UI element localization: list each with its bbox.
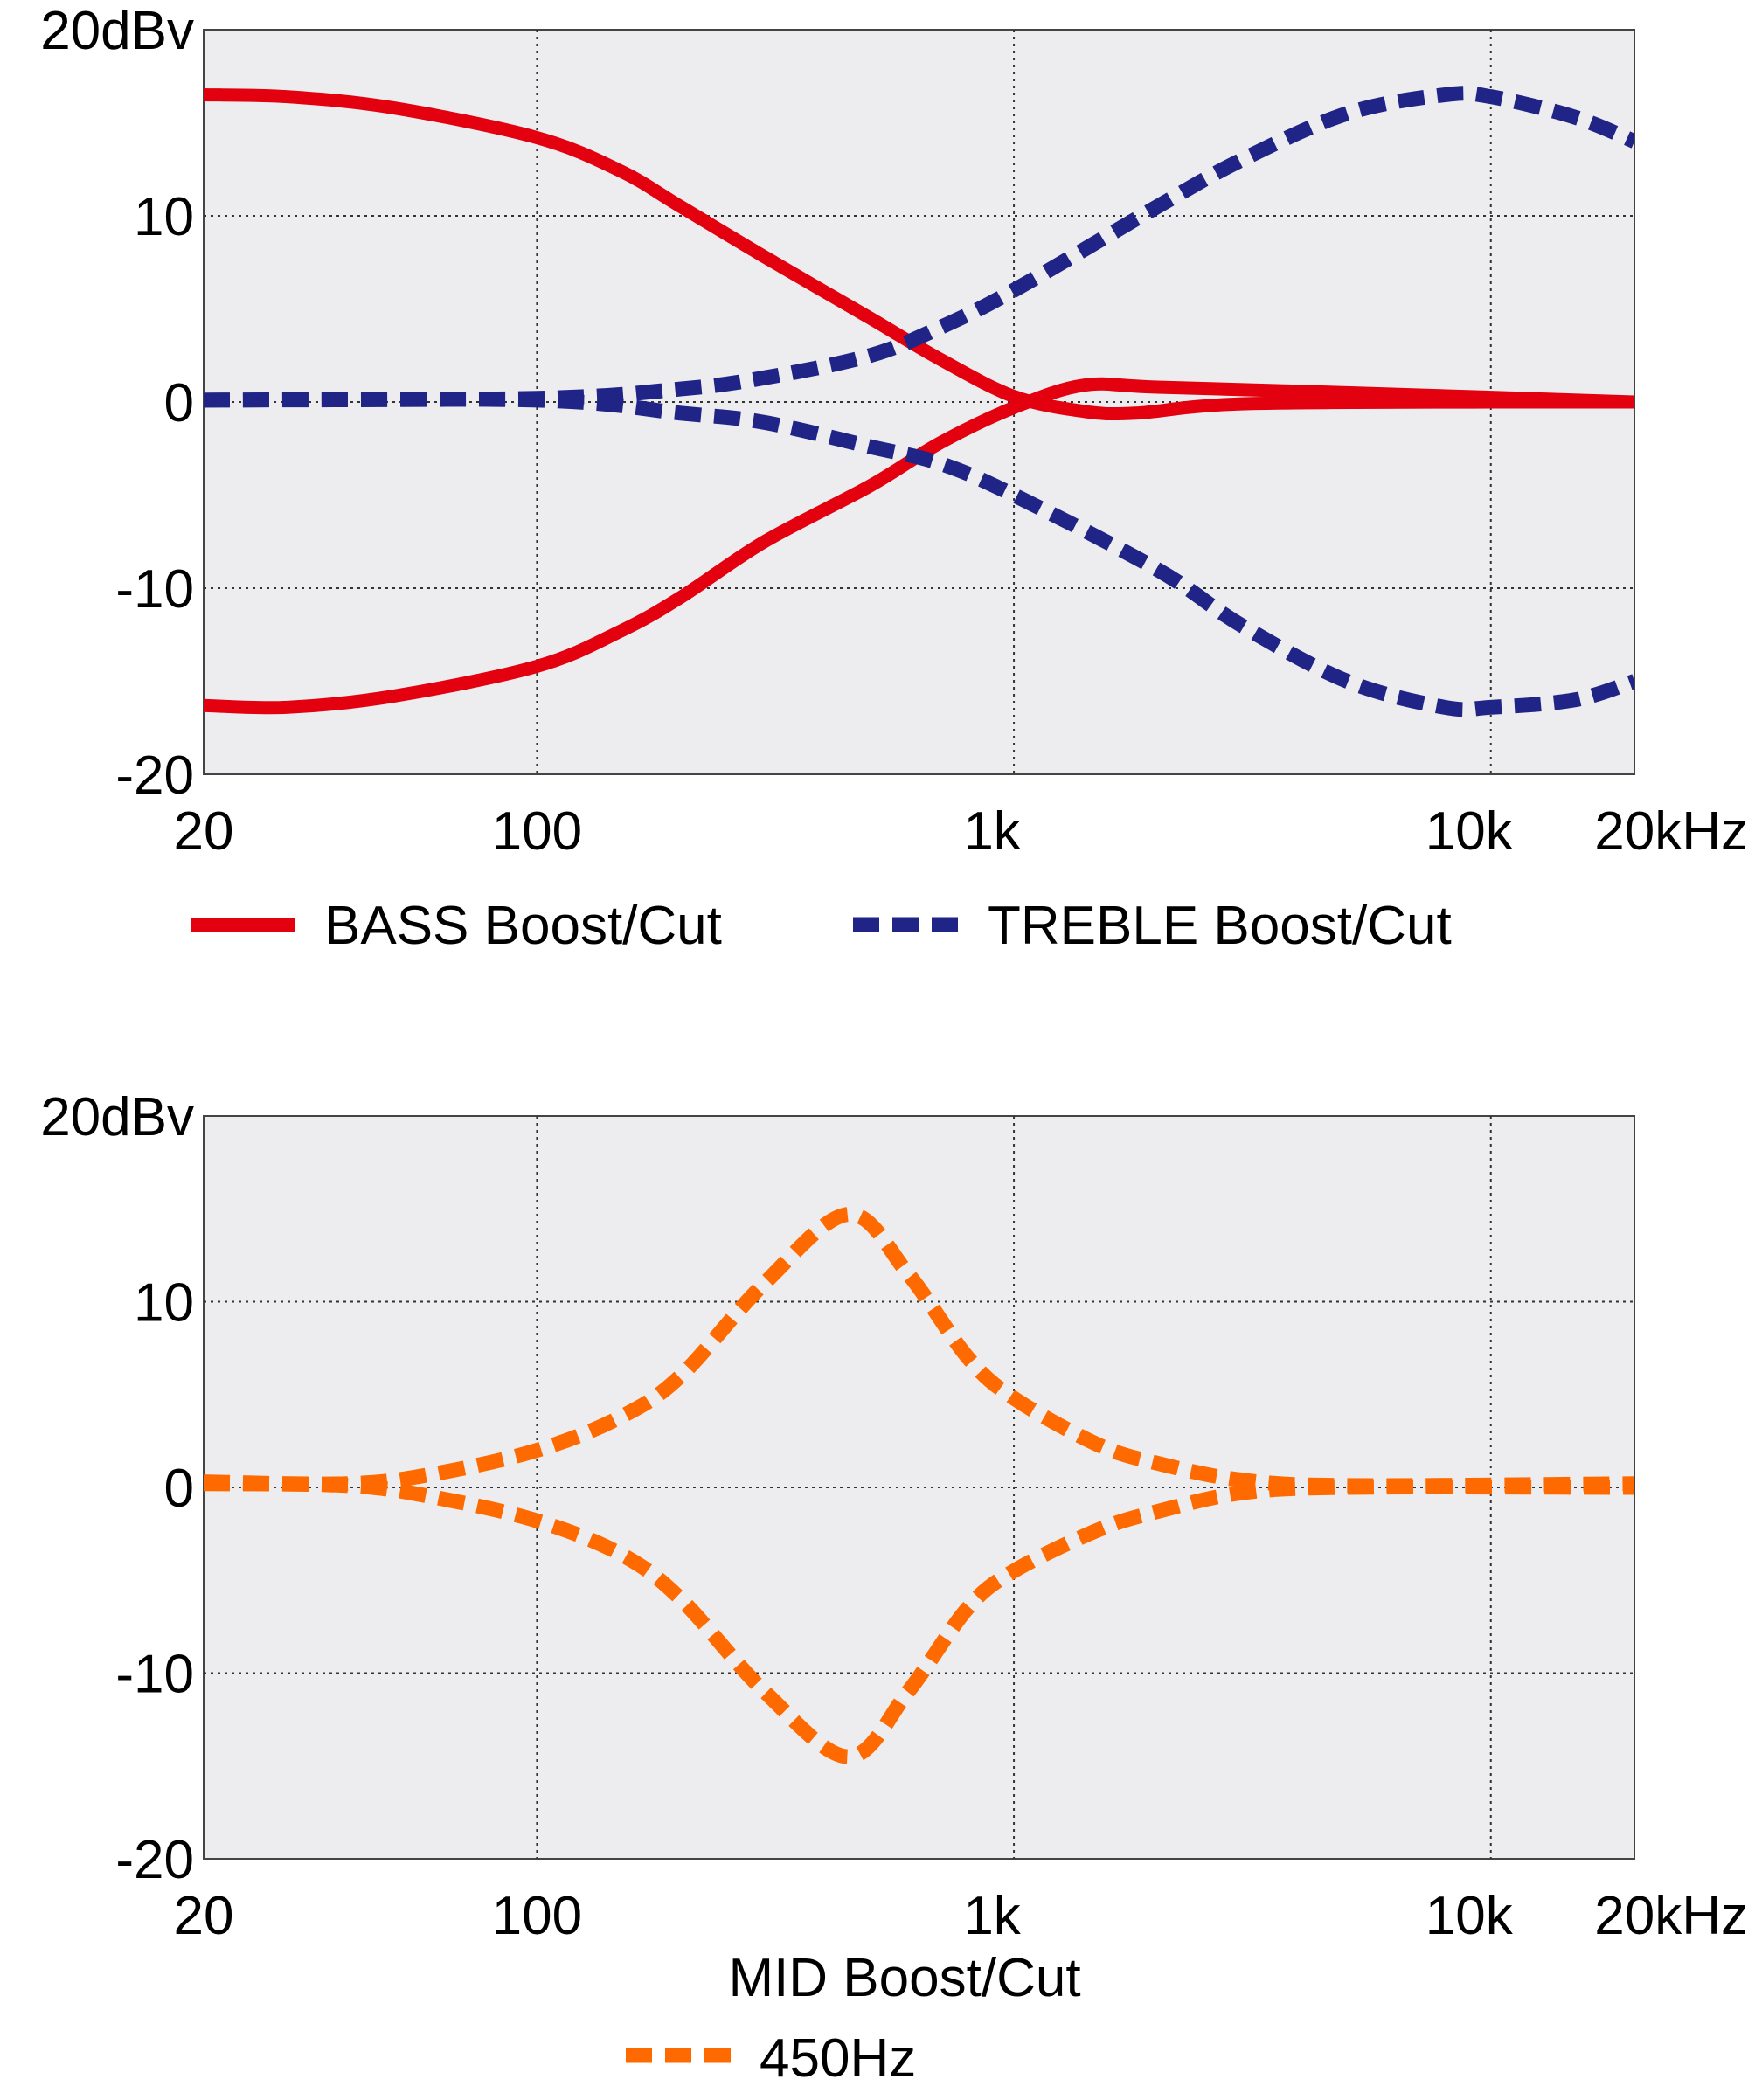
x-tick-label: 100 [492, 801, 582, 862]
mid-plot-title: MID Boost/Cut [728, 1948, 1080, 2008]
y-tick-label: 0 [164, 373, 194, 433]
y-tick-label: 10 [134, 1273, 194, 1334]
bass-treble-legend: BASS Boost/Cut TREBLE Boost/Cut [191, 896, 1452, 956]
x-tick-label: 10k [1425, 1886, 1514, 1946]
series-mid-line [204, 1207, 1634, 1494]
series-mid-line [204, 1476, 1634, 1764]
x-tick-label: 20kHz [1594, 801, 1748, 862]
y-tick-label: 20dBv [40, 1, 194, 61]
legend-bass-label: BASS Boost/Cut [324, 896, 722, 956]
series-bass-line [204, 88, 1634, 421]
mid-legend: 450Hz [626, 2028, 916, 2089]
y-tick-label: 0 [164, 1459, 194, 1519]
series-treble-line [204, 86, 1634, 408]
y-tick-label: 10 [134, 187, 194, 247]
y-tick-label: -20 [115, 1830, 194, 1890]
x-tick-label: 20 [174, 1886, 234, 1946]
legend-mid-label: 450Hz [760, 2028, 916, 2089]
series-bass-line [204, 377, 1634, 715]
y-tick-label: 20dBv [40, 1087, 194, 1147]
series-treble-line [204, 392, 1634, 717]
x-tick-label: 20kHz [1594, 1886, 1748, 1946]
y-tick-label: -10 [115, 559, 194, 620]
x-tick-label: 1k [963, 801, 1021, 862]
y-tick-label: -20 [115, 745, 194, 806]
legend-treble-label: TREBLE Boost/Cut [988, 896, 1452, 956]
x-tick-label: 20 [174, 801, 234, 862]
x-tick-label: 100 [492, 1886, 582, 1946]
x-tick-label: 10k [1425, 801, 1514, 862]
y-tick-label: -10 [115, 1645, 194, 1705]
x-tick-label: 1k [963, 1886, 1021, 1946]
